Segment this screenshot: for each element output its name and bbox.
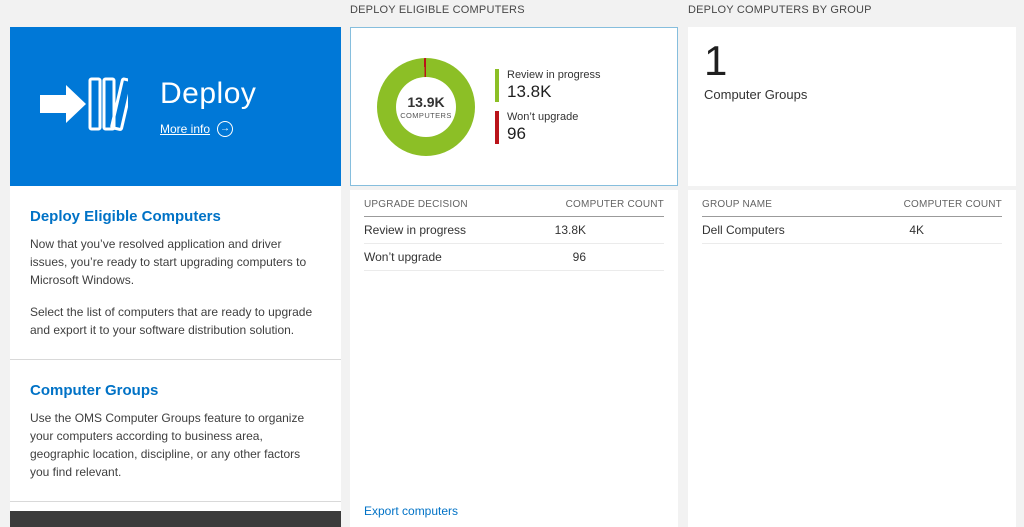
upgrade-decision-table: UPGRADE DECISION COMPUTER COUNT Review i… [364,190,664,271]
row-label: Won’t upgrade [364,250,442,264]
column-header-upgrade-decision: UPGRADE DECISION [364,199,468,210]
row-value: 96 [572,250,586,264]
section-heading: Computer Groups [30,382,159,399]
row-bar-track [596,226,664,234]
legend-value: 13.8K [507,82,552,101]
row-label: Review in progress [364,223,467,237]
section-paragraph: Use the OMS Computer Groups feature to o… [30,411,305,479]
eligible-computers-chart-tile[interactable]: 13.9K COMPUTERS Review in progress 13.8K… [350,27,678,186]
row-bar-track [596,253,664,261]
more-info-link[interactable]: More info → [160,120,256,137]
legend-swatch-red [495,111,499,144]
donut-center-label: COMPUTERS [400,110,452,120]
row-label: Dell Computers [702,223,785,237]
section-computer-groups: Computer Groups Use the OMS Computer Gro… [10,360,341,502]
legend-value: 96 [507,124,526,143]
legend-label: Won’t upgrade [507,111,579,123]
table-row[interactable]: Review in progress 13.8K [364,217,664,244]
section-paragraph: Select the list of computers that are re… [30,305,313,337]
group-count: 1 [704,37,728,84]
table-row[interactable]: Dell Computers 4K [702,217,1002,244]
more-info-label[interactable]: More info [160,121,211,136]
donut-center: 13.9K COMPUTERS [396,76,456,137]
row-value: 13.8K [554,223,586,237]
table-header: UPGRADE DECISION COMPUTER COUNT [364,190,664,217]
row-bar-track [934,226,1002,234]
column-header-computer-count: COMPUTER COUNT [903,199,1002,210]
donut-chart[interactable]: 13.9K COMPUTERS [377,57,475,156]
section-heading: Deploy Eligible Computers [30,208,221,225]
column-header-computer-count: COMPUTER COUNT [565,199,664,210]
info-card: Deploy Eligible Computers Now that you’v… [10,186,341,511]
deploy-tile[interactable]: Deploy More info → [10,27,341,186]
section-title-deploy-eligible-computers: DEPLOY ELIGIBLE COMPUTERS [350,4,525,16]
legend-item-review-in-progress: Review in progress 13.8K [495,69,601,102]
table-row[interactable]: Won’t upgrade 96 [364,244,664,271]
chart-legend: Review in progress 13.8K Won’t upgrade 9… [495,69,601,144]
section-paragraph: Now that you’ve resolved application and… [30,237,307,287]
legend-swatch-green [495,69,499,102]
legend-item-wont-upgrade: Won’t upgrade 96 [495,111,601,144]
donut-center-value: 13.9K [407,93,445,110]
arrow-circle-icon[interactable]: → [217,120,234,137]
tile-title: Deploy [160,76,257,110]
left-footer-bar [10,511,341,527]
upgrade-decision-panel: UPGRADE DECISION COMPUTER COUNT Review i… [350,190,678,527]
group-count-label: Computer Groups [704,87,808,103]
export-computers-link[interactable]: Export computers [364,504,459,518]
group-table: GROUP NAME COMPUTER COUNT Dell Computers… [702,190,1002,244]
group-table-panel: GROUP NAME COMPUTER COUNT Dell Computers… [688,190,1016,527]
section-deploy-eligible-computers: Deploy Eligible Computers Now that you’v… [10,186,341,360]
computer-groups-summary-tile[interactable]: 1 Computer Groups [688,27,1016,186]
legend-label: Review in progress [507,69,601,81]
table-header: GROUP NAME COMPUTER COUNT [702,190,1002,217]
row-value: 4K [909,223,924,237]
column-header-group-name: GROUP NAME [702,199,773,210]
section-title-deploy-computers-by-group: DEPLOY COMPUTERS BY GROUP [688,4,872,16]
deploy-icon [40,73,134,140]
